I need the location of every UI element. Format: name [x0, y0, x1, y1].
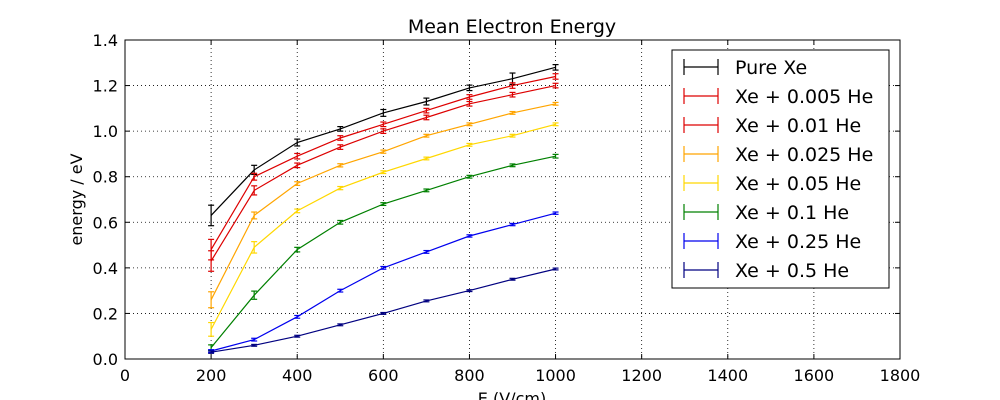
x-tick-label: 200 — [196, 366, 227, 385]
legend-label: Xe + 0.05 He — [735, 173, 861, 195]
series — [208, 211, 559, 353]
legend-box — [671, 49, 890, 289]
axis-ticks: 0 200 400 600 800 1000 1200 1400 1600 1800 0.0 0.2 0… — [93, 31, 921, 385]
legend-entry: Xe + 0.5 He — [683, 260, 849, 282]
legend-entry: Xe + 0.005 He — [683, 86, 873, 108]
x-tick-label: 1800 — [880, 366, 921, 385]
x-tick-label: 1200 — [621, 366, 662, 385]
x-tick-label: 800 — [454, 366, 485, 385]
y-tick-label: 0.0 — [93, 350, 118, 369]
y-tick-label: 0.8 — [93, 168, 118, 187]
legend-label: Xe + 0.25 He — [735, 231, 861, 253]
series — [208, 82, 559, 272]
legend-label: Xe + 0.005 He — [735, 86, 873, 108]
series — [208, 267, 559, 354]
legend-entry: Xe + 0.1 He — [683, 202, 849, 224]
legend-label: Xe + 0.01 He — [735, 115, 861, 137]
x-tick-label: 0 — [120, 366, 130, 385]
y-tick-label: 0.6 — [93, 213, 118, 232]
legend-entry: Xe + 0.25 He — [683, 231, 861, 253]
legend-entry: Pure Xe — [683, 57, 807, 79]
series — [208, 153, 559, 351]
y-tick-label: 1.4 — [93, 31, 118, 50]
y-tick-label: 1.2 — [93, 77, 118, 96]
series — [208, 101, 559, 309]
x-tick-label: 1600 — [794, 366, 835, 385]
x-tick-label: 1000 — [535, 366, 576, 385]
x-axis-label: E (V/cm) — [478, 389, 546, 400]
legend-entry: Xe + 0.025 He — [683, 144, 873, 166]
legend-label: Xe + 0.025 He — [735, 144, 873, 166]
series — [208, 122, 559, 337]
legend-entry: Xe + 0.01 He — [683, 115, 861, 137]
series — [208, 64, 559, 227]
data-series — [208, 64, 559, 354]
x-tick-label: 400 — [282, 366, 313, 385]
y-axis-label: energy / eV — [67, 153, 86, 245]
legend-label: Xe + 0.5 He — [735, 260, 849, 282]
x-tick-label: 1400 — [707, 366, 748, 385]
legend-label: Xe + 0.1 He — [735, 202, 849, 224]
chart-title: Mean Electron Energy — [408, 16, 616, 38]
legend-entry: Xe + 0.05 He — [683, 173, 861, 195]
y-tick-label: 0.4 — [93, 259, 118, 278]
series — [208, 73, 559, 261]
y-tick-label: 0.2 — [93, 304, 118, 323]
plot-frame — [124, 39, 901, 360]
legend: Pure Xe Xe + 0.005 He Xe + 0.01 He Xe + 0.0… — [671, 49, 890, 289]
x-tick-label: 600 — [368, 366, 399, 385]
y-tick-label: 1.0 — [93, 122, 118, 141]
legend-label: Pure Xe — [735, 57, 807, 79]
